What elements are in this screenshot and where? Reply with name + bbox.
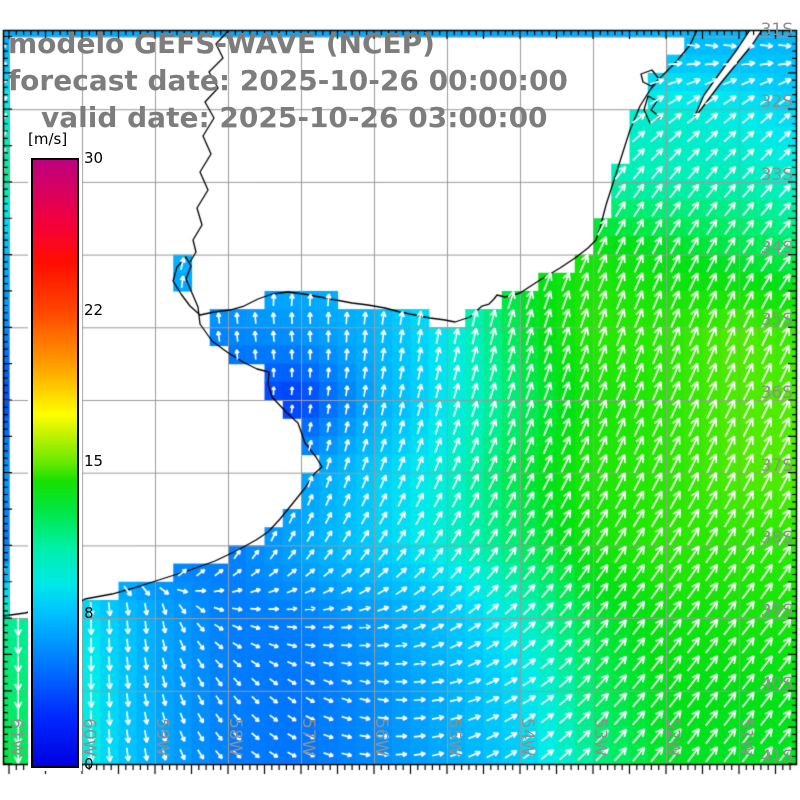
lat-label-41S: 41S [760,746,793,767]
lon-label-52W: 52W [663,718,683,757]
lat-label-37S: 37S [760,455,793,476]
colorbar-tick-0: 0 [84,755,94,773]
lon-label-56W: 56W [371,718,391,757]
lon-label-59W: 59W [152,718,172,757]
lon-label-60W: 60W [79,718,99,757]
lat-label-39S: 39S [760,601,793,622]
lat-label-32S: 32S [760,92,793,113]
colorbar-tick-8: 8 [84,603,94,622]
lat-label-36S: 36S [760,383,793,403]
colorbar [31,158,79,768]
lat-label-40S: 40S [760,673,793,694]
colorbar-tick-30: 30 [84,149,104,167]
colorbar-tick-22: 22 [84,300,104,319]
forecast-date: forecast date: 2025-10-26 00:00:00 [8,64,568,97]
valid-date: valid date: 2025-10-26 03:00:00 [41,101,548,134]
model-title: modelo GEFS-WAVE (NCEP) [8,27,435,60]
lon-label-58W: 58W [225,718,245,757]
lat-label-31S: 31S [760,19,793,40]
lon-label-57W: 57W [298,718,318,757]
lat-label-34S: 34S [760,237,793,258]
lon-label-61W: 61W [6,718,26,757]
map-title-block: modelo GEFS-WAVE (NCEP) forecast date: 2… [8,25,568,136]
colorbar-unit-label: [m/s] [28,130,68,148]
colorbar-tick-15: 15 [84,452,104,470]
lat-label-35S: 35S [760,310,793,331]
lon-label-53W: 53W [590,718,610,757]
lon-label-54W: 54W [517,718,537,757]
lat-label-38S: 38S [760,528,793,549]
lat-label-33S: 33S [760,164,793,185]
lon-label-55W: 55W [444,718,464,757]
lon-label-51W: 51W [736,718,756,757]
